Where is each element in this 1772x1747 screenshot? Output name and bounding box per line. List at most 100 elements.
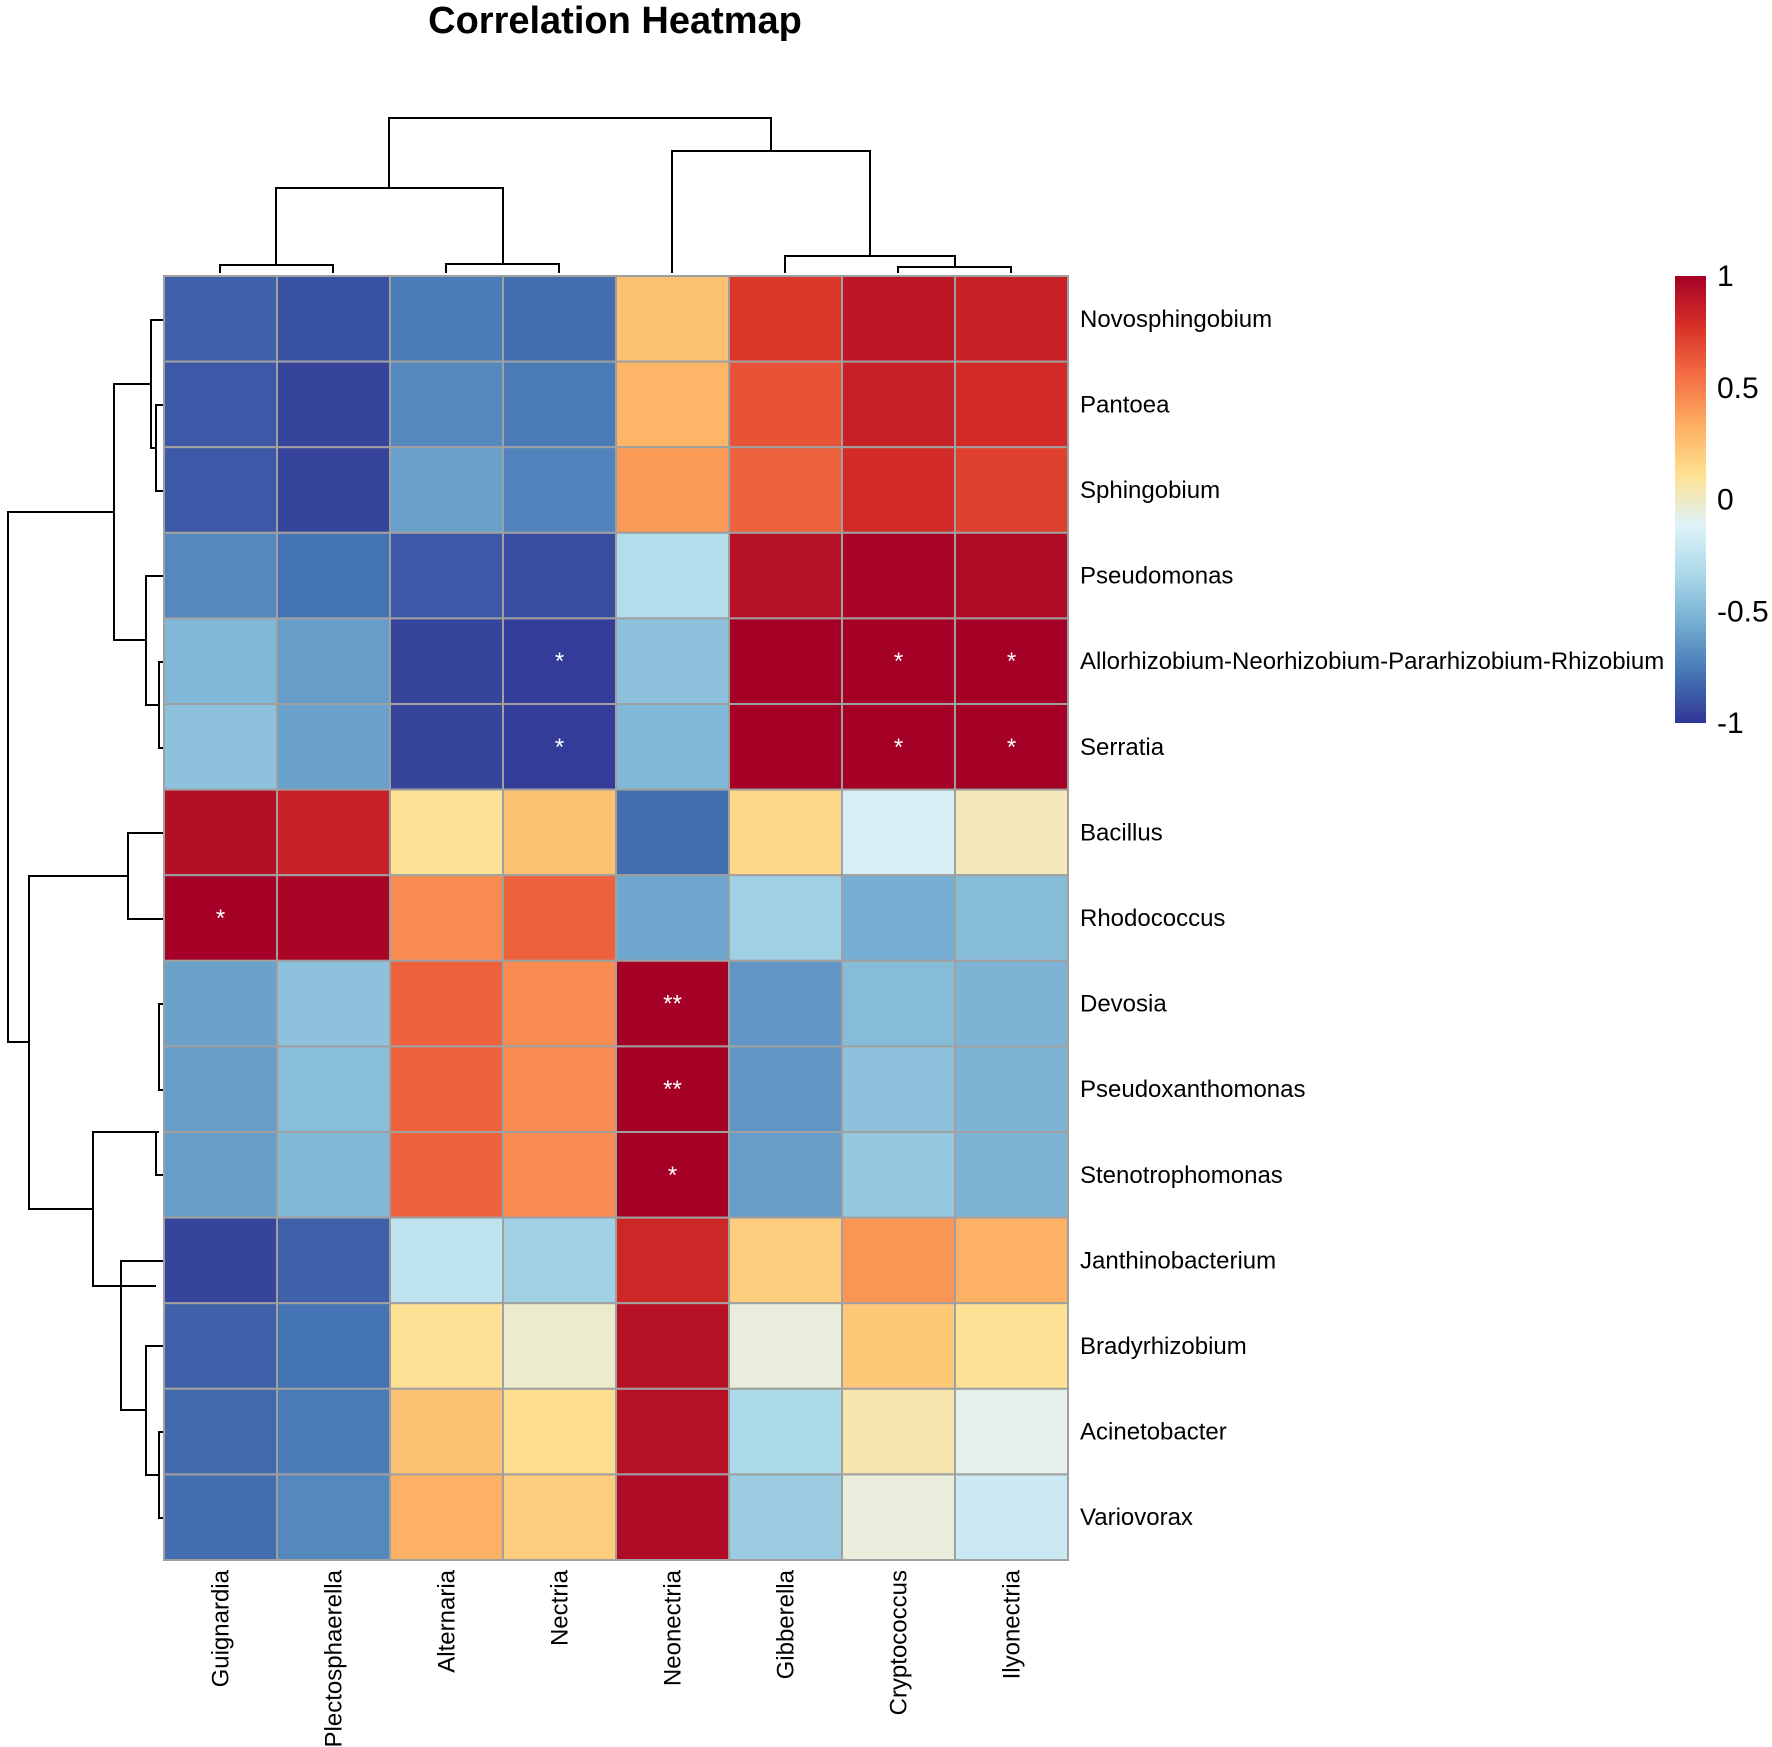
heatmap-cell — [163, 788, 278, 877]
heatmap-cell — [276, 1131, 391, 1219]
heatmap-cell — [954, 788, 1069, 877]
row-dendro-branch — [158, 1003, 164, 1091]
heatmap-cell — [728, 1131, 843, 1219]
col-dendro-branch — [671, 150, 871, 273]
heatmap-cell — [841, 446, 956, 534]
heatmap-cell — [841, 874, 956, 962]
heatmap-cell — [163, 531, 278, 620]
row-label: Devosia — [1080, 991, 1167, 1018]
heatmap-cell — [502, 1216, 617, 1305]
heatmap-cell — [728, 446, 843, 534]
heatmap-cell — [502, 788, 617, 877]
heatmap-cell — [615, 1216, 730, 1305]
heatmap-cell — [841, 703, 956, 791]
heatmap-cell — [841, 531, 956, 620]
row-label: Novosphingobium — [1080, 306, 1272, 333]
column-label: Plectosphaerella — [321, 1569, 348, 1747]
heatmap-cell — [954, 874, 1069, 962]
heatmap-cell — [954, 531, 1069, 620]
column-label: Neonectria — [660, 1569, 687, 1686]
heatmap-cell — [728, 617, 843, 706]
heatmap-cell — [276, 1473, 391, 1562]
heatmap-cell — [389, 703, 504, 791]
row-dendro-branch — [127, 832, 164, 920]
significance-mark: * — [1007, 648, 1016, 675]
row-label: Stenotrophomonas — [1080, 1162, 1283, 1189]
row-dendro-branch — [155, 404, 164, 492]
row-label: Bradyrhizobium — [1080, 1333, 1247, 1360]
heatmap-cell — [728, 1045, 843, 1134]
heatmap-cell — [163, 617, 278, 706]
row-dendro-branch — [28, 875, 128, 1210]
heatmap-cell — [389, 1302, 504, 1390]
significance-mark: * — [894, 734, 903, 761]
heatmap-cell — [502, 531, 617, 620]
heatmap-cell — [954, 275, 1069, 363]
heatmap-cell — [728, 531, 843, 620]
row-dendro-branch — [145, 1345, 164, 1476]
row-label: Serratia — [1080, 734, 1165, 761]
heatmap-cell — [841, 360, 956, 449]
heatmap-cell — [163, 1216, 278, 1305]
heatmap-cell — [728, 1473, 843, 1562]
row-dendro-branch — [7, 511, 114, 1043]
heatmap-cell — [615, 959, 730, 1048]
heatmap-cell — [276, 1045, 391, 1134]
column-label: Alternaria — [434, 1569, 461, 1672]
heatmap-cell — [389, 275, 504, 363]
col-dendro-branch — [897, 266, 1012, 273]
significance-mark: ** — [663, 1076, 682, 1103]
heatmap-cell — [389, 617, 504, 706]
heatmap-cell — [502, 874, 617, 962]
heatmap-cell — [615, 1131, 730, 1219]
heatmap-cell — [728, 1387, 843, 1476]
heatmap-cell — [841, 1131, 956, 1219]
heatmap-cell — [954, 446, 1069, 534]
heatmap-cell — [163, 360, 278, 449]
heatmap-cell — [728, 703, 843, 791]
heatmap-cell — [163, 1473, 278, 1562]
heatmap-cell — [389, 874, 504, 962]
significance-mark: * — [1007, 734, 1016, 761]
heatmap-cell — [502, 275, 617, 363]
heatmap-cell — [276, 446, 391, 534]
legend-ticks: 1 0.5 0 -0.5 -1 — [1717, 260, 1769, 740]
row-dendrogram — [7, 319, 164, 1519]
column-label: Guignardia — [208, 1569, 235, 1687]
heatmap-cell — [841, 1216, 956, 1305]
legend-tick-label: 0 — [1717, 484, 1734, 517]
heatmap-cell — [163, 1302, 278, 1390]
row-label: Variovorax — [1080, 1504, 1193, 1531]
significance-mark: ** — [663, 991, 682, 1018]
heatmap-cell — [841, 617, 956, 706]
heatmap-cell — [276, 275, 391, 363]
heatmap-cell — [841, 788, 956, 877]
significance-marks: * * ** * ******* — [216, 648, 1016, 1189]
heatmap-cell — [389, 788, 504, 877]
heatmap-cell — [728, 1302, 843, 1390]
heatmap-cell — [502, 959, 617, 1048]
heatmap-cell — [389, 1216, 504, 1305]
heatmap-cell — [615, 1387, 730, 1476]
heatmap-cell — [502, 360, 617, 449]
heatmap-cell — [615, 617, 730, 706]
row-label: Acinetobacter — [1080, 1419, 1227, 1446]
heatmap-cell — [502, 1302, 617, 1390]
heatmap-cell — [841, 1045, 956, 1134]
heatmap-cell — [841, 1387, 956, 1476]
row-label: Pseudoxanthomonas — [1080, 1076, 1306, 1103]
legend-tick-label: 0.5 — [1717, 372, 1759, 405]
row-label: Sphingobium — [1080, 477, 1220, 504]
heatmap-cell — [502, 1387, 617, 1476]
heatmap-cell — [615, 275, 730, 363]
row-labels: Novosphingobium Pantoea Sphingobium Pseudom… — [1080, 306, 1664, 1531]
column-label: Gibberella — [773, 1569, 800, 1679]
row-label: Pseudomonas — [1080, 563, 1233, 590]
row-label: Allorhizobium-Neorhizobium-Pararhizobium… — [1080, 648, 1664, 675]
significance-mark: * — [216, 905, 225, 932]
heatmap-cell — [389, 1387, 504, 1476]
significance-mark: * — [555, 734, 564, 761]
legend-tick-label: -0.5 — [1717, 595, 1769, 628]
heatmap-cell — [615, 531, 730, 620]
heatmap-cell — [276, 788, 391, 877]
